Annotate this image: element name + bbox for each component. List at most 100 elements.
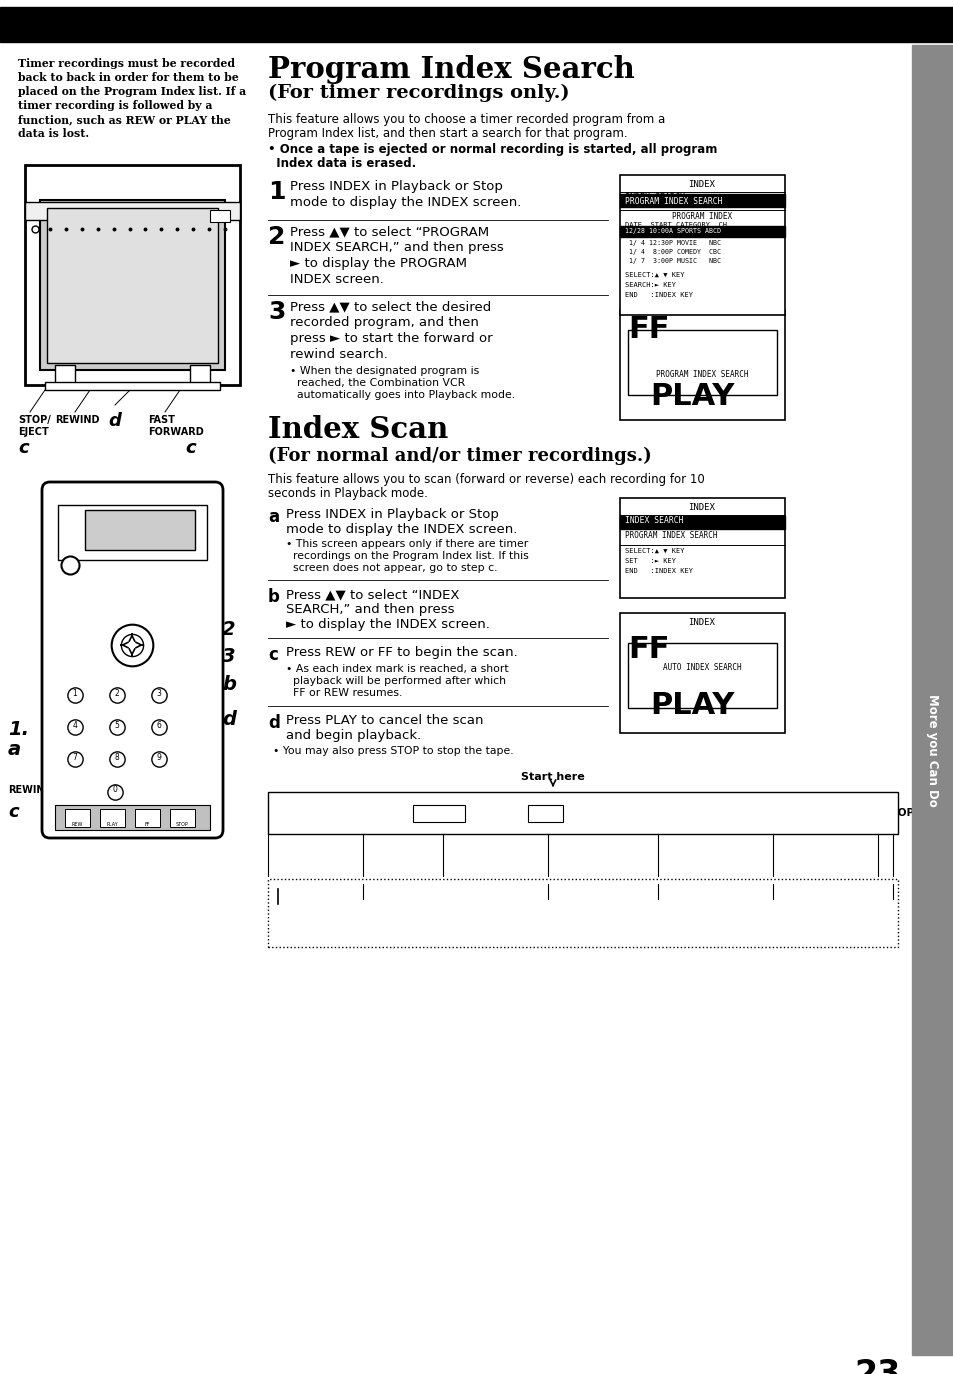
Text: 3: 3 [222, 647, 235, 666]
Text: ♠♠ Play (for about 10 seconds): ♠♠ Play (for about 10 seconds) [431, 901, 603, 912]
Text: FF: FF [627, 315, 669, 344]
Text: rewind search.: rewind search. [290, 348, 388, 361]
Text: 7: 7 [72, 753, 77, 761]
Text: FORWARD: FORWARD [148, 427, 204, 437]
Text: Press INDEX in Playback or Stop: Press INDEX in Playback or Stop [290, 180, 502, 192]
Text: • When the designated program is: • When the designated program is [290, 365, 478, 376]
Text: Timer recordings must be recorded: Timer recordings must be recorded [18, 58, 234, 69]
Text: SEARCH:► KEY: SEARCH:► KEY [624, 282, 676, 289]
Text: PROGRAM INDEX: PROGRAM INDEX [671, 212, 731, 221]
Text: END   :INDEX KEY: END :INDEX KEY [624, 567, 692, 574]
Bar [627, 330, 776, 394]
Text: recorded program, and then: recorded program, and then [290, 316, 478, 328]
Text: DATE  START CATEGORY  CH: DATE START CATEGORY CH [624, 223, 726, 228]
Bar [619, 497, 784, 598]
Text: 1: 1 [268, 180, 285, 203]
Text: INDEX screen.: INDEX screen. [290, 273, 383, 286]
Text: b: b [268, 588, 279, 606]
Text: STOP: STOP [273, 907, 304, 916]
Text: PROGRAM INDEX SEARCH: PROGRAM INDEX SEARCH [624, 196, 721, 206]
Text: SEARCH,” and then press: SEARCH,” and then press [286, 603, 454, 616]
Bar [40, 201, 225, 370]
Bar [85, 510, 194, 550]
Text: REWIND: REWIND [55, 415, 99, 425]
Bar [25, 202, 240, 220]
Text: ←Press→: ←Press→ [475, 818, 513, 826]
Bar [135, 809, 160, 827]
Bar [25, 165, 240, 385]
Text: reached, the Combination VCR: reached, the Combination VCR [290, 378, 465, 387]
Bar [268, 879, 897, 947]
Text: 12/28 10:00A SPORTS ABCD: 12/28 10:00A SPORTS ABCD [624, 228, 720, 234]
Text: 4: 4 [72, 720, 77, 730]
Bar [619, 225, 784, 236]
Bar [0, 7, 953, 43]
Text: 23: 23 [854, 1358, 901, 1374]
Bar [413, 805, 464, 822]
Bar [619, 613, 784, 732]
Text: — Fast Forward or Rewind: — Fast Forward or Rewind [431, 916, 572, 927]
Text: function, such as REW or PLAY the: function, such as REW or PLAY the [18, 114, 231, 125]
Bar [170, 809, 194, 827]
Text: STOP: STOP [175, 822, 188, 827]
Text: mode to display the INDEX screen.: mode to display the INDEX screen. [286, 523, 517, 536]
Text: ► to display the PROGRAM: ► to display the PROGRAM [290, 257, 467, 271]
Bar [47, 207, 218, 363]
Text: Press ▲▼ to select “PROGRAM: Press ▲▼ to select “PROGRAM [290, 225, 489, 238]
Text: STOP: STOP [193, 830, 220, 840]
Bar [45, 382, 220, 390]
Bar [210, 210, 230, 223]
Text: STOP/: STOP/ [18, 415, 51, 425]
Text: Press ▲▼ to select the desired: Press ▲▼ to select the desired [290, 300, 491, 313]
Bar [527, 805, 562, 822]
Text: automatically goes into Playback mode.: automatically goes into Playback mode. [290, 390, 515, 400]
Text: Press PLAY to cancel the scan: Press PLAY to cancel the scan [286, 714, 483, 727]
Text: Program Index list, and then start a search for that program.: Program Index list, and then start a sea… [268, 126, 627, 140]
Text: FAST: FAST [165, 778, 190, 787]
Text: FAST: FAST [148, 415, 174, 425]
Text: INDEX SEARCH,” and then press: INDEX SEARCH,” and then press [290, 240, 503, 254]
Text: mode to display the INDEX screen.: mode to display the INDEX screen. [290, 196, 521, 209]
Text: EJECT: EJECT [18, 427, 49, 437]
Text: INDEX: INDEX [688, 503, 715, 513]
Text: REW: REW [71, 822, 83, 827]
Text: and begin playback.: and begin playback. [286, 730, 421, 742]
Text: c: c [268, 646, 277, 664]
Bar [619, 194, 784, 207]
Text: playback will be performed after which: playback will be performed after which [286, 676, 505, 686]
Text: 2: 2 [222, 620, 235, 639]
Text: Index Scan: Index Scan [268, 415, 448, 444]
Text: seconds in Playback mode.: seconds in Playback mode. [268, 486, 428, 500]
Text: INDEX SEARCH: INDEX SEARCH [624, 192, 684, 202]
Text: SET   :► KEY: SET :► KEY [624, 558, 676, 563]
Text: PLAY: PLAY [649, 382, 734, 411]
Text: c: c [8, 802, 19, 822]
Bar [190, 365, 210, 385]
Text: recordings on the Program Index list. If this: recordings on the Program Index list. If… [286, 551, 528, 561]
Text: INDEX: INDEX [688, 180, 715, 190]
Text: FF or REW resumes.: FF or REW resumes. [286, 688, 402, 698]
Text: Press ▲▼ to select “INDEX: Press ▲▼ to select “INDEX [286, 588, 459, 600]
Text: PLAY: PLAY [106, 822, 118, 827]
Text: REW: REW [426, 818, 451, 827]
Bar [55, 365, 75, 385]
Text: SELECT:▲ ▼ KEY: SELECT:▲ ▼ KEY [624, 548, 684, 554]
Text: d: d [108, 412, 121, 430]
Text: PROGRAM INDEX SEARCH: PROGRAM INDEX SEARCH [624, 530, 717, 540]
Text: FF: FF [537, 818, 551, 827]
Text: d: d [222, 710, 235, 730]
Text: c: c [180, 808, 191, 826]
Text: c: c [185, 440, 195, 458]
Text: placed on the Program Index list. If a: placed on the Program Index list. If a [18, 87, 246, 98]
Text: (For timer recordings only.): (For timer recordings only.) [268, 84, 569, 102]
Bar [619, 517, 784, 529]
Text: 8: 8 [114, 753, 119, 761]
Text: More you Can Do: More you Can Do [925, 694, 939, 807]
Text: Press REW or FF to begin the scan.: Press REW or FF to begin the scan. [286, 646, 517, 660]
Bar [627, 643, 776, 708]
Text: a: a [8, 741, 21, 758]
Text: b: b [222, 675, 235, 694]
Text: data is lost.: data is lost. [18, 128, 89, 139]
Text: • You may also press STOP to stop the tape.: • You may also press STOP to stop the ta… [273, 746, 513, 756]
Text: FORWARD: FORWARD [165, 790, 216, 800]
